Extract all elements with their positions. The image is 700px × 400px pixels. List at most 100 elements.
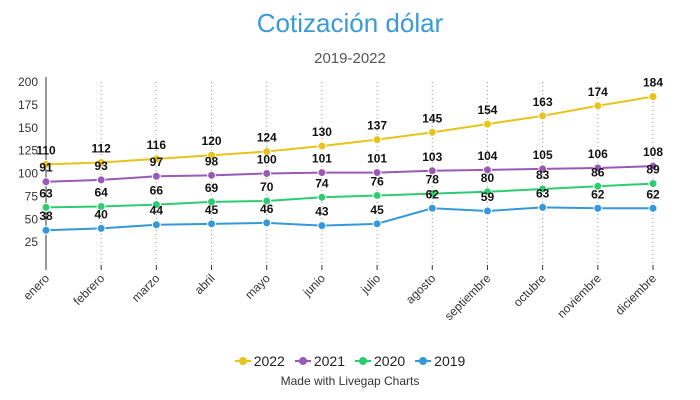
data-point-2019 xyxy=(96,223,106,233)
chart-title: Cotización dólar xyxy=(256,8,444,38)
data-label-2019: 38 xyxy=(39,209,53,223)
y-tick-label: 25 xyxy=(25,235,39,249)
data-point-2022 xyxy=(96,158,106,168)
data-label-2019: 40 xyxy=(95,207,109,221)
data-point-2022 xyxy=(151,154,161,164)
x-tick-label: mayo xyxy=(242,271,273,302)
legend-item-2021[interactable]: 2021 xyxy=(294,353,345,369)
data-label-2022: 174 xyxy=(588,85,608,99)
data-point-2019 xyxy=(427,203,437,213)
legend-item-2019[interactable]: 2019 xyxy=(415,353,465,369)
legend-item-2022[interactable]: 2022 xyxy=(234,353,285,369)
data-point-2021 xyxy=(648,161,658,171)
data-label-2019: 59 xyxy=(481,190,495,204)
data-point-2021 xyxy=(538,164,548,174)
legend-label: 2021 xyxy=(313,353,345,369)
data-label-2019: 45 xyxy=(370,203,384,217)
series-line-2022 xyxy=(45,95,654,166)
data-label-2019: 62 xyxy=(591,187,605,201)
legend-label: 2019 xyxy=(434,353,466,369)
data-point-2022 xyxy=(593,101,603,111)
data-label-2022: 130 xyxy=(312,125,332,139)
data-label-2021: 104 xyxy=(477,149,497,163)
footer-credit: Made with Livegap Charts xyxy=(280,374,420,388)
data-label-2019: 43 xyxy=(315,205,329,219)
data-point-2021 xyxy=(372,168,382,178)
data-point-2021 xyxy=(317,168,327,178)
data-point-2020 xyxy=(648,179,658,189)
data-label-2021: 105 xyxy=(533,148,553,162)
data-point-2020 xyxy=(207,197,217,207)
data-point-2019 xyxy=(317,221,327,231)
x-tick-label: junio xyxy=(299,271,328,300)
data-label-2019: 44 xyxy=(150,204,164,218)
data-point-2021 xyxy=(207,170,217,180)
data-label-2019: 62 xyxy=(426,187,440,201)
legend-item-2020[interactable]: 2020 xyxy=(355,353,405,369)
data-label-2021: 93 xyxy=(95,159,109,173)
series-line-2020 xyxy=(45,182,654,209)
data-label-2021: 106 xyxy=(588,147,608,161)
data-label-2022: 137 xyxy=(367,119,387,133)
data-label-2020: 83 xyxy=(536,168,550,182)
data-label-2020: 74 xyxy=(315,176,329,190)
data-point-2019 xyxy=(593,203,603,213)
data-point-2020 xyxy=(262,196,272,206)
data-point-2019 xyxy=(262,218,272,228)
data-point-2021 xyxy=(41,177,51,187)
x-tick-label: enero xyxy=(21,271,53,303)
data-label-2021: 103 xyxy=(422,150,442,164)
data-point-2020 xyxy=(151,200,161,210)
y-tick-label: 100 xyxy=(18,167,38,181)
data-label-2020: 89 xyxy=(646,163,660,177)
series-line-2019 xyxy=(45,206,653,232)
data-point-2019 xyxy=(207,219,217,229)
legend-swatch xyxy=(415,357,432,365)
x-tick-label: julio xyxy=(358,271,384,297)
data-point-2021 xyxy=(96,175,106,185)
data-point-2022 xyxy=(262,147,272,157)
x-tick-label: noviembre xyxy=(554,271,604,321)
data-label-2019: 62 xyxy=(646,187,660,201)
data-label-2021: 91 xyxy=(39,161,53,175)
data-label-2020: 78 xyxy=(426,173,440,187)
x-tick-label: septiembre xyxy=(442,271,494,323)
data-point-2022 xyxy=(648,92,658,102)
x-tick-label: agosto xyxy=(403,271,439,307)
data-point-2020 xyxy=(96,201,106,211)
data-point-2020 xyxy=(317,192,327,202)
data-point-2022 xyxy=(317,141,327,151)
legend-label: 2022 xyxy=(253,353,285,369)
data-label-2022: 163 xyxy=(533,95,553,109)
data-label-2019: 46 xyxy=(260,202,274,216)
data-point-2020 xyxy=(593,181,603,191)
y-tick-label: 175 xyxy=(18,98,38,112)
x-tick-label: diciembre xyxy=(612,271,659,318)
y-tick-label: 125 xyxy=(18,144,38,158)
y-tick-label: 200 xyxy=(18,75,38,89)
data-point-2019 xyxy=(482,206,492,216)
data-point-2020 xyxy=(538,184,548,194)
data-label-2020: 66 xyxy=(150,184,164,198)
data-point-2020 xyxy=(372,190,382,200)
data-point-2019 xyxy=(538,202,548,212)
legend: 2022 2021 2020 2019 xyxy=(0,353,700,369)
data-point-2021 xyxy=(262,169,272,178)
data-point-2022 xyxy=(207,150,217,160)
data-label-2021: 98 xyxy=(205,154,219,168)
data-label-2022: 124 xyxy=(257,131,277,145)
data-point-2022 xyxy=(538,111,548,121)
data-point-2021 xyxy=(427,166,437,176)
data-label-2022: 116 xyxy=(147,138,167,152)
data-point-2022 xyxy=(482,119,492,129)
legend-swatch xyxy=(234,357,251,365)
data-label-2021: 97 xyxy=(150,155,164,169)
data-label-2021: 101 xyxy=(367,152,387,166)
data-label-2021: 100 xyxy=(257,153,277,167)
data-label-2020: 69 xyxy=(205,181,219,195)
x-tick-label: marzo xyxy=(129,271,163,305)
data-label-2020: 64 xyxy=(95,185,109,199)
data-point-2022 xyxy=(372,135,382,145)
legend-swatch xyxy=(355,357,371,365)
